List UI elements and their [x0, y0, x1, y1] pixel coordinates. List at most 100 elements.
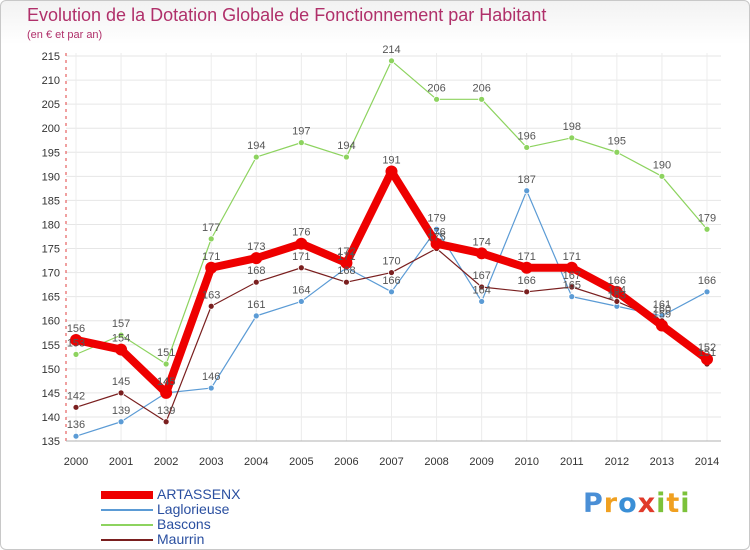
legend-label: Maurrin: [157, 531, 205, 547]
grid: [66, 53, 721, 442]
data-label-maurrin: 167: [472, 270, 490, 282]
data-label-maurrin: 160: [653, 304, 671, 316]
data-label-laglorieuse: 136: [67, 419, 85, 431]
data-label-laglorieuse: 161: [653, 299, 671, 311]
data-point-laglorieuse: [388, 288, 395, 296]
y-tick-label: 160: [42, 316, 60, 328]
data-label-bascons: 177: [202, 222, 220, 234]
data-point-bascons: [433, 95, 440, 103]
data-label-bascons: 195: [608, 135, 626, 147]
y-tick-label: 150: [42, 364, 60, 376]
data-label-artassenx: 174: [472, 236, 490, 248]
data-point-artassenx: [701, 353, 713, 366]
data-point-laglorieuse: [117, 418, 125, 426]
data-point-artassenx: [520, 261, 533, 274]
data-point-maurrin: [297, 264, 305, 272]
data-point-bascons: [207, 235, 215, 243]
x-tick-label: 2006: [334, 456, 358, 468]
data-label-bascons: 190: [653, 159, 671, 171]
data-label-artassenx: 145: [157, 376, 175, 388]
legend-swatch: [101, 491, 153, 499]
data-label-artassenx: 152: [698, 342, 716, 354]
x-tick-label: 2004: [244, 456, 268, 468]
data-point-artassenx: [70, 333, 82, 346]
legend-swatch: [101, 509, 153, 511]
chart-title: Evolution de la Dotation Globale de Fonc…: [27, 5, 547, 25]
data-label-maurrin: 163: [202, 289, 220, 301]
data-label-laglorieuse: 179: [427, 212, 445, 224]
data-label-artassenx: 176: [427, 227, 445, 239]
x-tick-label: 2000: [64, 456, 88, 468]
y-tick-label: 135: [42, 436, 60, 448]
data-point-artassenx: [565, 261, 578, 274]
data-point-laglorieuse: [568, 293, 576, 301]
data-label-laglorieuse: 146: [202, 371, 220, 383]
data-label-laglorieuse: 164: [292, 284, 310, 296]
data-label-laglorieuse: 163: [608, 289, 626, 301]
data-point-bascons: [568, 134, 576, 142]
y-tick-label: 165: [42, 292, 60, 304]
data-label-laglorieuse: 171: [337, 251, 355, 263]
data-label-bascons: 214: [382, 44, 400, 56]
x-tick-label: 2009: [469, 456, 493, 468]
y-tick-label: 195: [42, 147, 60, 159]
data-point-laglorieuse: [252, 312, 260, 320]
x-tick-label: 2005: [289, 456, 313, 468]
data-label-laglorieuse: 166: [698, 275, 716, 287]
data-point-bascons: [72, 350, 80, 358]
data-point-maurrin: [388, 269, 395, 276]
legend-label: Laglorieuse: [157, 501, 230, 517]
data-point-artassenx: [205, 261, 218, 274]
data-point-maurrin: [117, 389, 125, 397]
y-tick-label: 145: [42, 388, 60, 400]
data-label-artassenx: 171: [518, 251, 536, 263]
data-point-artassenx: [610, 285, 623, 298]
data-label-laglorieuse: 164: [472, 284, 490, 296]
data-label-bascons: 194: [247, 140, 265, 152]
data-point-maurrin: [613, 298, 621, 305]
data-label-maurrin: 142: [67, 390, 85, 402]
legend-swatch: [101, 524, 153, 526]
data-label-bascons: 157: [112, 318, 130, 330]
data-point-bascons: [478, 95, 486, 103]
data-point-artassenx: [340, 256, 353, 269]
data-label-laglorieuse: 139: [112, 405, 130, 417]
y-tick-label: 185: [42, 195, 60, 207]
data-label-artassenx: 176: [292, 227, 310, 239]
data-label-laglorieuse: 145: [157, 376, 175, 388]
x-tick-label: 2014: [695, 456, 719, 468]
data-label-artassenx: 156: [67, 323, 85, 335]
data-label-maurrin: 170: [382, 256, 400, 268]
data-point-maurrin: [72, 403, 80, 411]
logo-letter: r: [603, 488, 619, 519]
data-point-laglorieuse: [72, 432, 80, 440]
logo-letter: P: [583, 488, 604, 519]
data-point-laglorieuse: [703, 288, 711, 296]
data-label-bascons: 153: [67, 337, 85, 349]
data-label-laglorieuse: 161: [247, 299, 265, 311]
data-point-bascons: [162, 360, 170, 368]
x-tick-label: 2003: [199, 456, 223, 468]
y-tick-label: 210: [42, 75, 60, 87]
y-tick-label: 215: [42, 51, 60, 63]
data-label-maurrin: 168: [247, 265, 265, 277]
data-label-artassenx: 191: [382, 155, 400, 167]
y-tick-label: 175: [42, 244, 60, 256]
data-point-laglorieuse: [207, 384, 215, 392]
data-label-bascons: 151: [157, 347, 175, 359]
y-tick-label: 140: [42, 412, 60, 424]
data-point-laglorieuse: [433, 225, 440, 233]
data-point-bascons: [117, 331, 125, 339]
y-tick-label: 180: [42, 219, 60, 231]
data-label-artassenx: 171: [563, 251, 581, 263]
logo-letter: i: [680, 488, 691, 519]
data-label-bascons: 198: [563, 121, 581, 133]
chart-subtitle: (en € et par an): [27, 29, 103, 41]
y-tick-label: 205: [42, 99, 60, 111]
logo-letter: x: [637, 488, 657, 519]
x-tick-label: 2007: [379, 456, 403, 468]
data-label-bascons: 196: [518, 130, 536, 142]
x-tick-label: 2011: [560, 456, 584, 468]
axes: 135 140 145 150 155 160 165 170 175 180 185 190 195 2…: [42, 51, 721, 468]
